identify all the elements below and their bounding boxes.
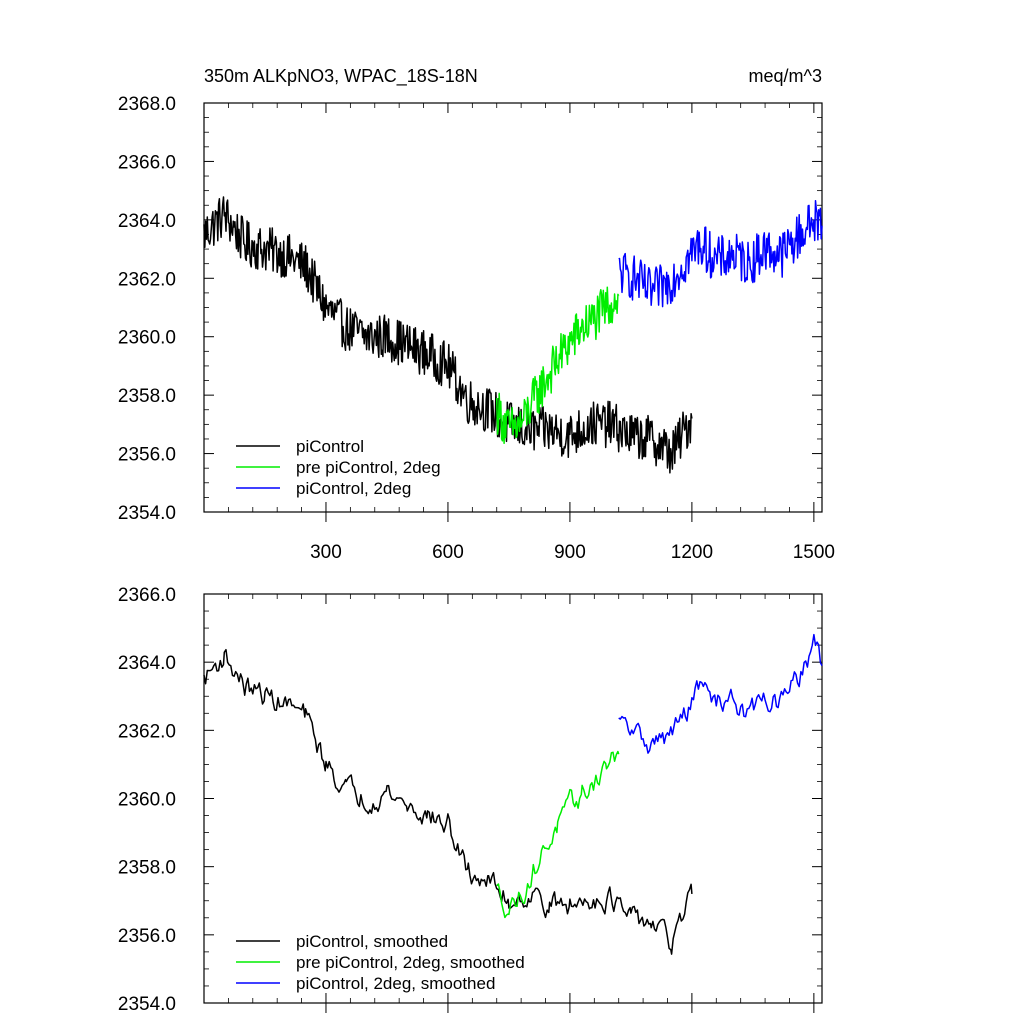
bottom-ytick-label: 2366.0 [118,585,176,606]
bottom-ytick-label: 2360.0 [118,790,176,811]
bottom-series-line-1 [203,648,693,955]
top-plot-panel: 350m ALKpNO3, WPAC_18S-18N meq/m^3 2354.… [118,66,835,563]
top-xtick-label: 1200 [671,542,713,563]
top-plot-title: 350m ALKpNO3, WPAC_18S-18N [204,66,478,87]
bottom-legend-label: pre piControl, 2deg, smoothed [296,953,525,972]
top-ytick-label: 2356.0 [118,445,176,466]
bottom-plot-panel: 2354.0 2356.0 2358.0 2360.0 2362.0 2364.0 2366… [118,585,823,1015]
top-series-line-1 [203,196,693,474]
top-ytick-label: 2362.0 [118,269,176,290]
top-plot-units: meq/m^3 [749,66,822,86]
bottom-ytick-label: 2364.0 [118,653,176,674]
top-series-line-2 [495,286,620,445]
top-series-line-3 [618,199,823,308]
top-legend-label: piControl [296,437,364,456]
bottom-ytick-label: 2362.0 [118,721,176,742]
bottom-ytick-label: 2358.0 [118,858,176,879]
bottom-legend-label: piControl, 2deg, smoothed [296,974,495,993]
top-xtick-label: 1500 [793,542,835,563]
top-ytick-label: 2360.0 [118,328,176,349]
top-ytick-label: 2366.0 [118,152,176,173]
top-ytick-label: 2368.0 [118,94,176,115]
bottom-series-line-2 [496,750,620,919]
top-xtick-label: 900 [554,542,586,563]
top-xtick-label: 300 [310,542,342,563]
bottom-series-line-3 [618,633,823,754]
top-xtick-label: 600 [432,542,464,563]
top-ytick-label: 2364.0 [118,211,176,232]
bottom-ytick-label: 2354.0 [118,994,176,1015]
bottom-ytick-label: 2356.0 [118,926,176,947]
top-legend-label: piControl, 2deg [296,479,411,498]
top-legend-label: pre piControl, 2deg [296,458,441,477]
top-ytick-label: 2358.0 [118,386,176,407]
bottom-legend-label: piControl, smoothed [296,932,448,951]
top-ytick-label: 2354.0 [118,503,176,524]
